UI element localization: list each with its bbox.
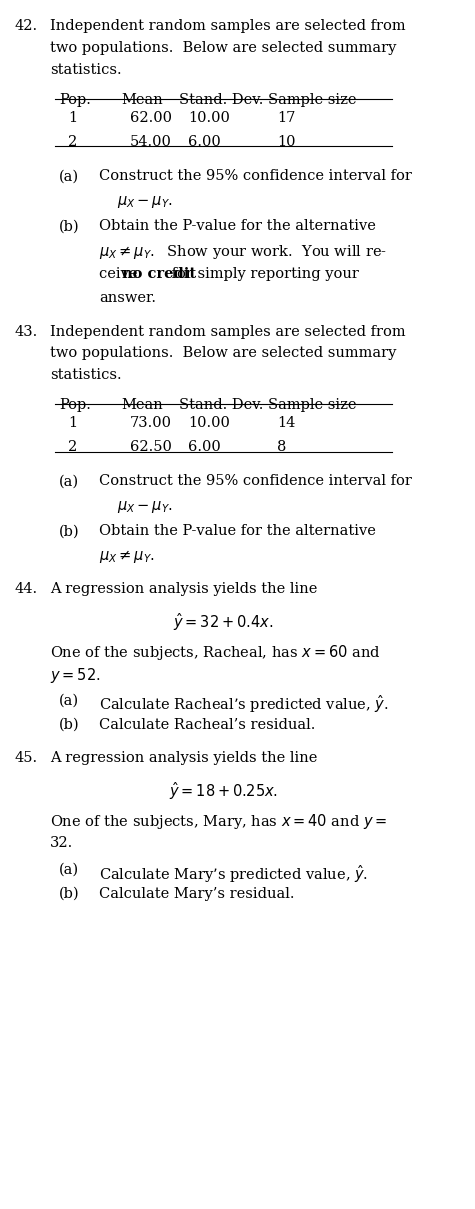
Text: Sample size: Sample size (268, 93, 356, 108)
Text: 14: 14 (277, 416, 295, 429)
Text: Stand. Dev.: Stand. Dev. (179, 398, 264, 412)
Text: Construct the 95% confidence interval for: Construct the 95% confidence interval fo… (99, 474, 412, 488)
Text: ceive: ceive (99, 267, 142, 280)
Text: 1: 1 (68, 111, 77, 125)
Text: 54.00: 54.00 (130, 134, 172, 149)
Text: Mean: Mean (121, 93, 163, 108)
Text: two populations.  Below are selected summary: two populations. Below are selected summ… (50, 346, 397, 360)
Text: $\mu_X \neq \mu_Y.$: $\mu_X \neq \mu_Y.$ (99, 548, 155, 565)
Text: One of the subjects, Racheal, has $x = 60$ and: One of the subjects, Racheal, has $x = 6… (50, 643, 381, 661)
Text: answer.: answer. (99, 291, 156, 305)
Text: 17: 17 (277, 111, 295, 125)
Text: One of the subjects, Mary, has $x = 40$ and $y =$: One of the subjects, Mary, has $x = 40$ … (50, 812, 388, 831)
Text: 10.00: 10.00 (188, 111, 230, 125)
Text: $\mu_X - \mu_Y.$: $\mu_X - \mu_Y.$ (117, 499, 173, 515)
Text: Sample size: Sample size (268, 398, 356, 412)
Text: two populations.  Below are selected summary: two populations. Below are selected summ… (50, 41, 397, 56)
Text: (a): (a) (59, 169, 79, 184)
Text: statistics.: statistics. (50, 63, 122, 77)
Text: (b): (b) (59, 525, 80, 538)
Text: A regression analysis yields the line: A regression analysis yields the line (50, 582, 318, 596)
Text: (a): (a) (59, 694, 79, 707)
Text: $\hat{y} = 32 + 0.4x.$: $\hat{y} = 32 + 0.4x.$ (173, 611, 274, 634)
Text: (b): (b) (59, 887, 80, 901)
Text: 2: 2 (68, 440, 77, 453)
Text: Independent random samples are selected from: Independent random samples are selected … (50, 324, 406, 339)
Text: statistics.: statistics. (50, 368, 122, 382)
Text: A regression analysis yields the line: A regression analysis yields the line (50, 751, 318, 765)
Text: Pop.: Pop. (59, 93, 91, 108)
Text: (a): (a) (59, 863, 79, 877)
Text: Pop.: Pop. (59, 398, 91, 412)
Text: Mean: Mean (121, 398, 163, 412)
Text: 32.: 32. (50, 835, 74, 850)
Text: 45.: 45. (15, 751, 38, 765)
Text: Obtain the P-value for the alternative: Obtain the P-value for the alternative (99, 525, 376, 538)
Text: $\mu_X - \mu_Y.$: $\mu_X - \mu_Y.$ (117, 195, 173, 210)
Text: 2: 2 (68, 134, 77, 149)
Text: 42.: 42. (15, 19, 38, 34)
Text: Stand. Dev.: Stand. Dev. (179, 93, 264, 108)
Text: 6.00: 6.00 (188, 440, 221, 453)
Text: Calculate Mary’s residual.: Calculate Mary’s residual. (99, 887, 294, 901)
Text: 62.50: 62.50 (130, 440, 172, 453)
Text: Construct the 95% confidence interval for: Construct the 95% confidence interval fo… (99, 169, 412, 184)
Text: 73.00: 73.00 (130, 416, 172, 429)
Text: $\hat{y} = 18 + 0.25x.$: $\hat{y} = 18 + 0.25x.$ (169, 781, 278, 803)
Text: for simply reporting your: for simply reporting your (167, 267, 359, 280)
Text: (b): (b) (59, 219, 80, 233)
Text: Calculate Mary’s predicted value, $\hat{y}$.: Calculate Mary’s predicted value, $\hat{… (99, 863, 368, 885)
Text: $\mu_X \neq \mu_Y.$  Show your work.  You will re-: $\mu_X \neq \mu_Y.$ Show your work. You … (99, 243, 387, 261)
Text: Calculate Racheal’s residual.: Calculate Racheal’s residual. (99, 717, 315, 731)
Text: 8: 8 (277, 440, 286, 453)
Text: (b): (b) (59, 717, 80, 731)
Text: 10.00: 10.00 (188, 416, 230, 429)
Text: (a): (a) (59, 474, 79, 488)
Text: 10: 10 (277, 134, 295, 149)
Text: no credit: no credit (122, 267, 196, 280)
Text: Independent random samples are selected from: Independent random samples are selected … (50, 19, 406, 34)
Text: Obtain the P-value for the alternative: Obtain the P-value for the alternative (99, 219, 376, 233)
Text: 43.: 43. (15, 324, 38, 339)
Text: $y = 52$.: $y = 52$. (50, 666, 101, 686)
Text: Calculate Racheal’s predicted value, $\hat{y}$.: Calculate Racheal’s predicted value, $\h… (99, 694, 389, 716)
Text: 62.00: 62.00 (130, 111, 172, 125)
Text: 44.: 44. (15, 582, 38, 596)
Text: 1: 1 (68, 416, 77, 429)
Text: 6.00: 6.00 (188, 134, 221, 149)
